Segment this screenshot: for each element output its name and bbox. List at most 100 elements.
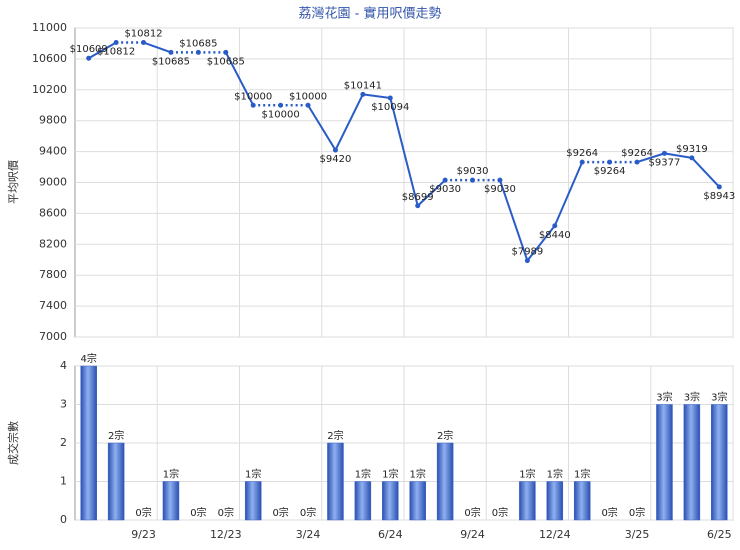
- bar: [107, 442, 125, 521]
- value-label: 3宗: [656, 391, 672, 404]
- value-label: 2宗: [437, 429, 453, 442]
- bar: [711, 404, 728, 521]
- value-label: 0宗: [629, 506, 645, 519]
- x-tick-label: 12/24: [539, 528, 571, 541]
- value-label: 1宗: [574, 468, 590, 481]
- value-label: $10685: [207, 56, 245, 67]
- value-label: $10685: [152, 56, 190, 67]
- y-tick-label: 9800: [39, 114, 67, 127]
- value-label: $9030: [484, 184, 516, 195]
- y-tick-label: 10600: [32, 52, 67, 65]
- point: [552, 223, 558, 229]
- value-label: $9319: [676, 144, 708, 155]
- chart-title: 荔灣花園 - 實用呎價走勢: [299, 6, 442, 22]
- y-tick-label: 1: [60, 475, 67, 488]
- y-tick-label: 9400: [39, 145, 67, 158]
- value-label: 3宗: [711, 391, 727, 404]
- value-label: 0宗: [190, 506, 206, 519]
- value-label: 1宗: [245, 468, 261, 481]
- value-label: $9264: [621, 148, 653, 159]
- y-tick-label: 8600: [39, 206, 67, 219]
- value-label: $9264: [566, 148, 598, 159]
- line-segment: [389, 97, 419, 206]
- value-label: 1宗: [163, 468, 179, 481]
- y-axis-label: 平均呎價: [6, 160, 20, 204]
- y-tick-label: 0: [60, 513, 67, 526]
- bar: [80, 365, 97, 521]
- bar: [519, 481, 536, 521]
- y-tick-label: 4: [60, 359, 67, 372]
- bar: [656, 404, 673, 521]
- value-label: $10812: [124, 29, 162, 40]
- line-segment: [691, 157, 721, 188]
- point: [360, 91, 366, 97]
- y-tick-label: 9000: [39, 176, 67, 189]
- value-label: $9377: [649, 157, 681, 168]
- value-label: 0宗: [300, 506, 316, 519]
- value-label: 2宗: [108, 429, 124, 442]
- bar: [573, 481, 591, 521]
- x-tick-label: 12/23: [210, 528, 242, 541]
- value-label: $10609: [70, 44, 108, 55]
- value-label: 1宗: [382, 468, 398, 481]
- point: [141, 40, 147, 46]
- point: [607, 159, 613, 165]
- value-label: $10141: [344, 80, 382, 91]
- x-tick-label: 6/24: [378, 528, 403, 541]
- point: [689, 155, 695, 161]
- point: [442, 177, 448, 183]
- line-segment: [143, 41, 172, 54]
- bar: [436, 442, 454, 521]
- point: [113, 40, 119, 46]
- line-segment: [417, 179, 446, 207]
- point: [168, 49, 174, 55]
- point: [470, 177, 476, 183]
- value-label: $10000: [262, 109, 300, 120]
- y-tick-label: 8200: [39, 237, 67, 250]
- point: [305, 102, 311, 108]
- bar: [409, 481, 426, 521]
- point: [278, 102, 284, 108]
- line-segment: [307, 104, 337, 151]
- line-segment: [362, 93, 391, 99]
- point: [716, 184, 722, 190]
- point: [223, 49, 229, 55]
- point: [332, 147, 338, 153]
- value-label: $8699: [402, 192, 434, 203]
- bar: [546, 481, 564, 521]
- bar: [244, 481, 262, 521]
- point: [579, 159, 585, 165]
- value-label: $10000: [234, 91, 272, 102]
- value-label: $9264: [594, 166, 626, 177]
- value-label: 0宗: [135, 506, 151, 519]
- bar: [354, 481, 372, 521]
- value-label: $8440: [539, 230, 571, 241]
- value-label: 0宗: [218, 506, 234, 519]
- value-label: 0宗: [464, 506, 480, 519]
- point: [86, 55, 92, 61]
- value-label: 0宗: [492, 506, 508, 519]
- y-tick-label: 2: [60, 436, 67, 449]
- bar: [683, 404, 701, 521]
- y-tick-label: 7800: [39, 268, 67, 281]
- value-label: $9420: [320, 154, 352, 165]
- line-segment: [553, 161, 584, 227]
- value-label: $8943: [703, 191, 735, 202]
- value-label: 0宗: [601, 506, 617, 519]
- value-label: 1宗: [547, 468, 563, 481]
- value-label: $7989: [511, 247, 543, 258]
- y-tick-label: 7400: [39, 299, 67, 312]
- line-segment: [88, 41, 117, 60]
- x-tick-label: 3/25: [625, 528, 650, 541]
- value-label: $10812: [97, 47, 135, 58]
- value-label: 1宗: [410, 468, 426, 481]
- point: [497, 177, 503, 183]
- bar: [382, 481, 399, 521]
- value-label: $10000: [289, 91, 327, 102]
- y-tick-label: 3: [60, 398, 67, 411]
- value-label: $9030: [457, 166, 489, 177]
- line-segment: [636, 152, 665, 164]
- x-tick-label: 9/24: [460, 528, 485, 541]
- point: [387, 95, 393, 101]
- x-tick-label: 9/23: [131, 528, 156, 541]
